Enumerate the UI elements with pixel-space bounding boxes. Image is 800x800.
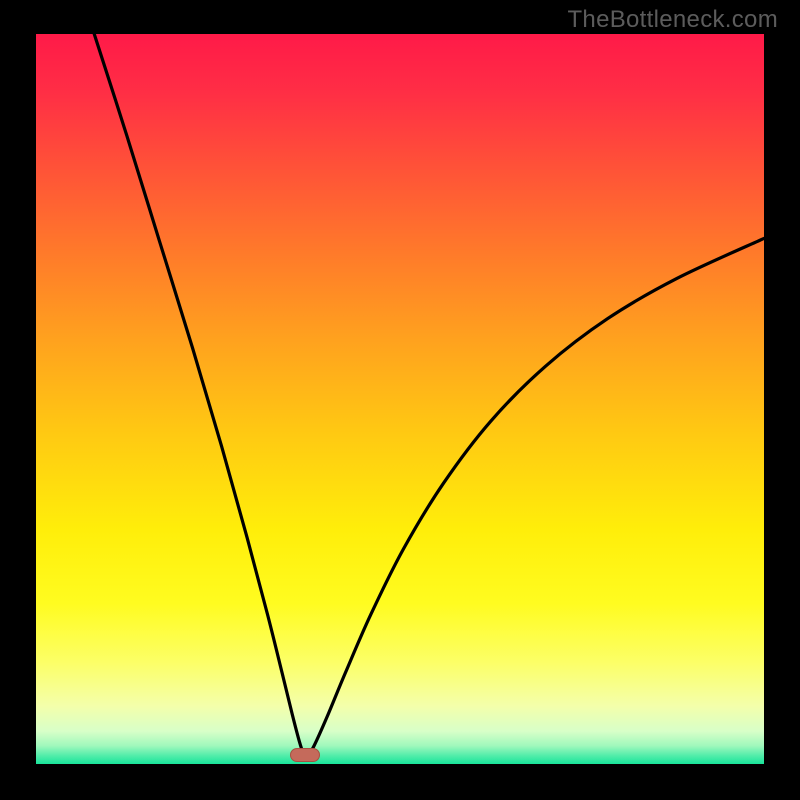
chart-stage: TheBottleneck.com xyxy=(0,0,800,800)
minimum-marker xyxy=(290,748,320,762)
watermark-text: TheBottleneck.com xyxy=(567,6,778,34)
bottleneck-curve xyxy=(0,0,800,800)
